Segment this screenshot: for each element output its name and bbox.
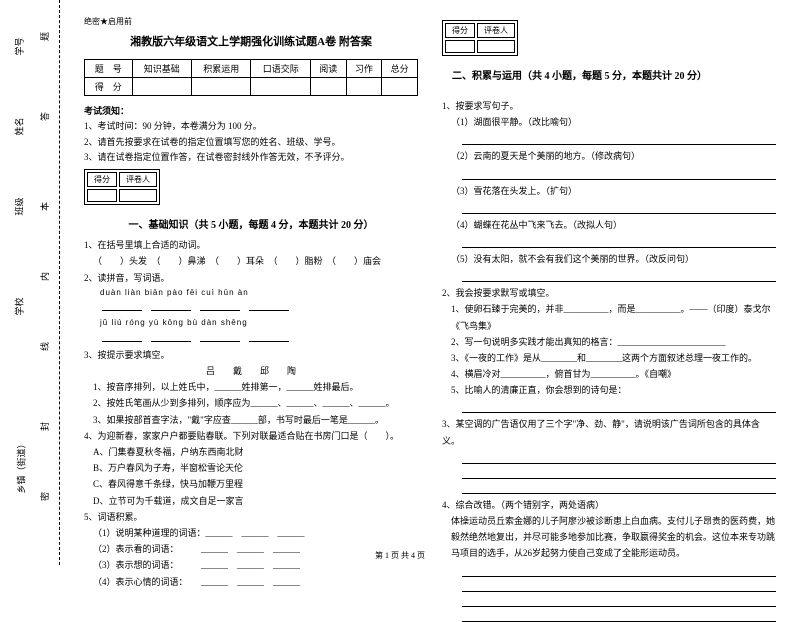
s1-q3-names: 吕 戴 邱 陶	[84, 363, 418, 379]
s1-q1-line: （ ）头发 （ ）鼻涕 （ ）耳朵 （ ）脂粉 （ ）庙会	[84, 253, 418, 269]
score-h-3: 口语交际	[251, 60, 310, 78]
margin-label-xuexiao: 学校	[13, 297, 26, 315]
section1-title: 一、基础知识（共 5 小题，每题 4 分，本题共计 20 分）	[84, 216, 418, 231]
seal-char-1: 答	[38, 112, 51, 121]
s1-q3-3: 3、如果按部首查字法，"戴"字应查______部，书写时最后一笔是______。	[84, 412, 418, 428]
score-h-0: 题 号	[85, 60, 133, 78]
score-h-1: 知识基础	[132, 60, 191, 78]
seal-char-0: 题	[38, 32, 51, 41]
s1-q4-b: B、万户春风为子寿，半窗松雪论天伦	[84, 460, 418, 476]
s2-q1: 1、按要求写句子。	[442, 98, 776, 114]
seal-char-4: 线	[38, 342, 51, 351]
margin-label-xuehao: 学号	[13, 37, 26, 55]
score-h-5: 习作	[346, 60, 382, 78]
blank-line	[462, 133, 776, 145]
s2-q1-3: （3）雪花落在头发上。（扩句）	[442, 183, 776, 199]
binding-margin: 学号 姓名 班级 学校 乡镇（街道） 题 答 本 内 线 封 密	[0, 0, 60, 565]
s1-q3-1: 1、按音序排列，以上姓氏中，______姓排第一，______姓排最后。	[84, 379, 418, 395]
s1-q3: 3、按提示要求填空。	[84, 347, 418, 363]
left-column: 绝密★启用前 湘教版六年级语文上学期强化训练试题A卷 附答案 题 号 知识基础 …	[72, 16, 430, 557]
s2-q2-5: 5、比喻人的清廉正直，你会想到的诗句是：	[442, 382, 776, 398]
s2-q1-5: （5）没有太阳，就不会有我们这个美丽的世界。（改反问句）	[442, 251, 776, 267]
s1-q4-a: A、门集春夏秋冬福，户纳东西南北财	[84, 444, 418, 460]
s2-q2-1: 1、使卵石臻于完美的，并非__________，而是__________。——（…	[442, 301, 776, 333]
s1-q1: 1、在括号里填上合适的动词。	[84, 237, 418, 253]
s2-q1-4: （4）蝴蝶在花丛中飞来飞去。（改拟人句）	[442, 217, 776, 233]
mini-score-2: 得分评卷人	[442, 20, 518, 56]
seal-char-5: 封	[38, 422, 51, 431]
score-h-4: 阅读	[310, 60, 346, 78]
margin-label-xingming: 姓名	[13, 117, 26, 135]
s1-q2-p1: duàn liàn biān pào fēi cuì hūn àn	[84, 286, 418, 300]
score-h-2: 积累运用	[192, 60, 251, 78]
score-r-0: 得 分	[85, 78, 133, 96]
s1-q5-1: （1）说明某种道理的词语：______ ______ ______	[84, 525, 418, 541]
section2-title: 二、积累与运用（共 4 小题，每题 5 分，本题共计 20 分）	[452, 67, 707, 82]
s2-q2-4: 4、横眉冷对__________，俯首甘为__________。《自嘲》	[442, 366, 776, 382]
mini-score-1: 得分评卷人	[84, 169, 160, 205]
notice-3: 3、请在试卷指定位置作答，在试卷密封线外作答无效，不予评分。	[84, 150, 418, 165]
s1-q4-d: D、立节可为千载道，成文自足一家言	[84, 493, 418, 509]
s2-q2-3: 3、《一夜的工作》是从________和________这两个方面叙述总理一夜工…	[442, 350, 776, 366]
s2-q2-2: 2、写一句说明多实践才能出真知的格言：_____________________…	[442, 334, 776, 350]
s1-q5-4: （4）表示心情的词语： ______ ______ ______	[84, 574, 418, 590]
s1-q2-p2: jǔ liú róng yù kōng bù dàn shēng	[84, 316, 418, 330]
margin-label-xiangzhen: 乡镇（街道）	[15, 439, 28, 493]
s1-q4: 4、为迎新春，家家户户都要贴春联。下列对联最适合贴在书房门口是（ ）。	[84, 428, 418, 444]
notice-2: 2、请首先按要求在试卷的指定位置填写您的姓名、班级、学号。	[84, 135, 418, 150]
s2-q3: 3、某空调的广告语仅用了三个字"净、劲、静"，请说明该广告词所包含的具体含义。	[442, 416, 776, 448]
notice-title: 考试须知：	[84, 104, 418, 119]
s2-q1-2: （2）云南的夏天是个美丽的地方。（修改病句）	[442, 148, 776, 164]
seal-char-3: 内	[38, 272, 51, 281]
score-h-6: 总分	[382, 60, 418, 78]
s1-q3-2: 2、按姓氏笔画从少到多排列，顺序应为______、______、______、_…	[84, 395, 418, 411]
margin-label-banji: 班级	[13, 197, 26, 215]
main-content: 绝密★启用前 湘教版六年级语文上学期强化训练试题A卷 附答案 题 号 知识基础 …	[60, 0, 800, 565]
notice-1: 1、考试时间：90 分钟，本卷满分为 100 分。	[84, 119, 418, 134]
seal-char-6: 密	[38, 492, 51, 501]
s2-q4: 4、综合改错。（两个错别字，两处语病）	[442, 497, 776, 513]
right-column: 得分评卷人 二、积累与运用（共 4 小题，每题 5 分，本题共计 20 分） 1…	[430, 16, 788, 557]
secret-mark: 绝密★启用前	[84, 16, 418, 27]
s2-q2: 2、我会按要求默写或填空。	[442, 285, 776, 301]
s2-q1-1: （1）湖面很平静。（改比喻句）	[442, 114, 776, 130]
s1-q5: 5、词语积累。	[84, 509, 418, 525]
s1-q4-c: C、春风得意千条绿，快马加鞭万里程	[84, 476, 418, 492]
paper-title: 湘教版六年级语文上学期强化训练试题A卷 附答案	[84, 33, 418, 49]
seal-char-2: 本	[38, 202, 51, 211]
page-footer: 第 1 页 共 4 页	[0, 550, 800, 561]
s1-q2: 2、读拼音，写词语。	[84, 270, 418, 286]
score-table: 题 号 知识基础 积累运用 口语交际 阅读 习作 总分 得 分	[84, 59, 418, 96]
